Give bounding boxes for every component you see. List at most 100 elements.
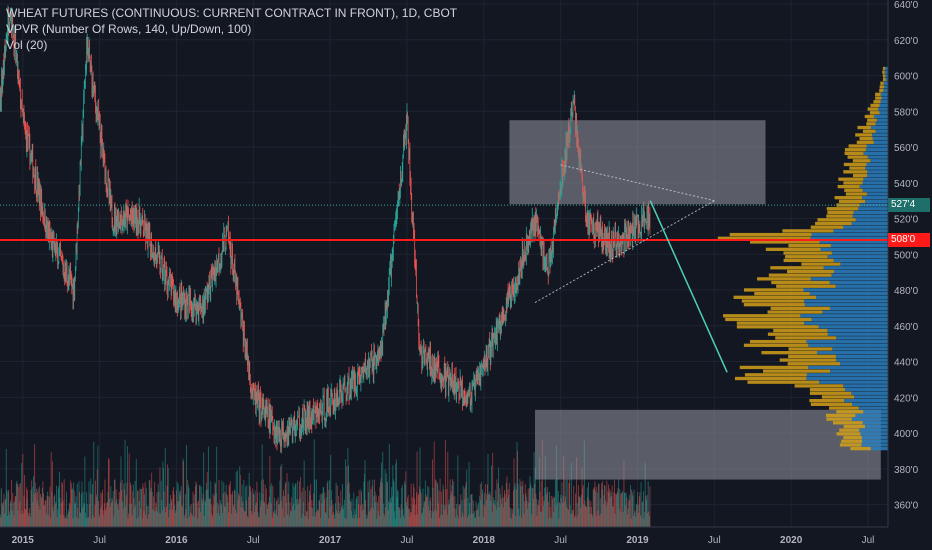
- volume-bar: [253, 494, 255, 527]
- volume-bar: [442, 484, 444, 527]
- vpvr-row-up: [844, 387, 888, 392]
- volume-bar: [464, 498, 466, 527]
- volume-bar: [447, 451, 449, 527]
- volume-bar: [433, 512, 435, 527]
- volume-bar: [169, 509, 171, 527]
- vpvr-row-down: [809, 399, 845, 403]
- volume-bar: [508, 494, 510, 527]
- volume-bar: [265, 488, 267, 527]
- volume-bar: [337, 512, 339, 527]
- vpvr-row-down: [757, 277, 811, 281]
- volume-bar: [436, 511, 438, 527]
- volume-bar: [133, 498, 135, 527]
- volume-bar: [625, 492, 627, 527]
- volume-bar: [66, 491, 67, 527]
- volume-bar: [83, 502, 85, 527]
- volume-bar: [402, 508, 404, 527]
- volume-bar: [27, 489, 28, 527]
- volume-bar: [362, 504, 364, 527]
- volume-bar: [505, 502, 507, 527]
- volume-bar: [475, 501, 477, 527]
- volume-bar: [45, 514, 47, 527]
- volume-bar: [196, 502, 198, 527]
- volume-bar: [608, 484, 610, 527]
- volume-bar: [111, 497, 113, 527]
- volume-bar: [416, 492, 417, 527]
- volume-bar: [625, 505, 627, 527]
- volume-bar: [582, 484, 584, 527]
- volume-bar: [321, 503, 323, 527]
- volume-bar: [313, 439, 315, 527]
- volume-bar: [298, 481, 300, 527]
- volume-bar: [391, 496, 393, 527]
- volume-bar: [536, 515, 538, 527]
- volume-bar: [96, 469, 98, 527]
- volume-bar: [212, 516, 213, 527]
- volume-bar: [640, 515, 641, 527]
- volume-bar: [252, 493, 254, 527]
- volume-bar: [605, 506, 607, 527]
- volume-bar: [424, 480, 426, 527]
- volume-bar: [574, 515, 576, 527]
- volume-bar: [100, 492, 102, 527]
- volume-bar: [600, 513, 602, 527]
- price-tick-label: 520'0: [894, 215, 919, 226]
- volume-bar: [511, 518, 513, 527]
- volume-bar: [319, 501, 320, 527]
- volume-bar: [41, 488, 43, 527]
- vpvr-row-up: [855, 218, 888, 222]
- vpvr-row-down: [850, 446, 871, 451]
- volume-bar: [283, 490, 284, 527]
- volume-bar: [261, 444, 263, 527]
- volume-bar: [398, 507, 400, 527]
- volume-bar: [624, 492, 626, 527]
- price-axis[interactable]: 640'0 620'0 600'0 580'0 560'0 540'0 520'0 500'0…: [887, 0, 932, 550]
- volume-bar: [264, 484, 266, 527]
- volume-bar: [365, 518, 367, 527]
- vpvr-row-down: [875, 92, 881, 96]
- volume-bar: [455, 509, 457, 527]
- volume-bar: [501, 485, 503, 527]
- volume-bar: [311, 500, 313, 527]
- volume-bar: [129, 504, 131, 527]
- volume-bar: [31, 486, 33, 527]
- volume-bar: [355, 499, 357, 527]
- volume-bar: [60, 502, 62, 527]
- time-tick-label: 2015: [12, 535, 35, 546]
- volume-indicator-label[interactable]: Vol (20): [6, 38, 48, 52]
- time-tick-label: Jul: [554, 535, 567, 546]
- volume-bar: [12, 502, 14, 527]
- volume-bar: [638, 496, 640, 527]
- volume-bar: [495, 509, 497, 527]
- volume-bar: [586, 507, 588, 527]
- volume-bar: [277, 497, 279, 527]
- volume-bar: [123, 483, 125, 527]
- time-axis[interactable]: 2015 Jul 2016 Jul 2017 Jul 2018 Jul 2019 Jul 2020 J…: [0, 526, 932, 550]
- vpvr-row-up: [883, 81, 888, 85]
- price-tick-label: 380'0: [894, 465, 919, 476]
- volume-bar: [285, 481, 287, 527]
- volume-bar: [492, 452, 494, 527]
- vpvr-indicator-label[interactable]: VPVR (Number Of Rows, 140, Up/Down, 100): [6, 22, 252, 36]
- volume-bar: [10, 503, 12, 527]
- volume-bar: [209, 499, 211, 527]
- volume-bar: [373, 495, 375, 527]
- volume-bar: [38, 506, 40, 527]
- volume-bar: [359, 518, 361, 527]
- volume-bar: [553, 497, 555, 527]
- volume-bar: [390, 497, 391, 527]
- volume-bar: [494, 505, 496, 527]
- volume-bar: [227, 502, 229, 527]
- drawings[interactable]: [0, 164, 888, 373]
- volume-bar: [399, 510, 401, 527]
- vpvr-row-down: [754, 291, 810, 296]
- volume-bar: [309, 494, 311, 527]
- volume-bar: [632, 495, 634, 527]
- volume-bar: [444, 439, 446, 527]
- vpvr-row-down: [847, 155, 868, 159]
- volume-bar: [421, 513, 423, 527]
- vpvr-row-down: [794, 384, 844, 388]
- vpvr-row-up: [844, 399, 888, 403]
- volume-bar: [379, 481, 381, 527]
